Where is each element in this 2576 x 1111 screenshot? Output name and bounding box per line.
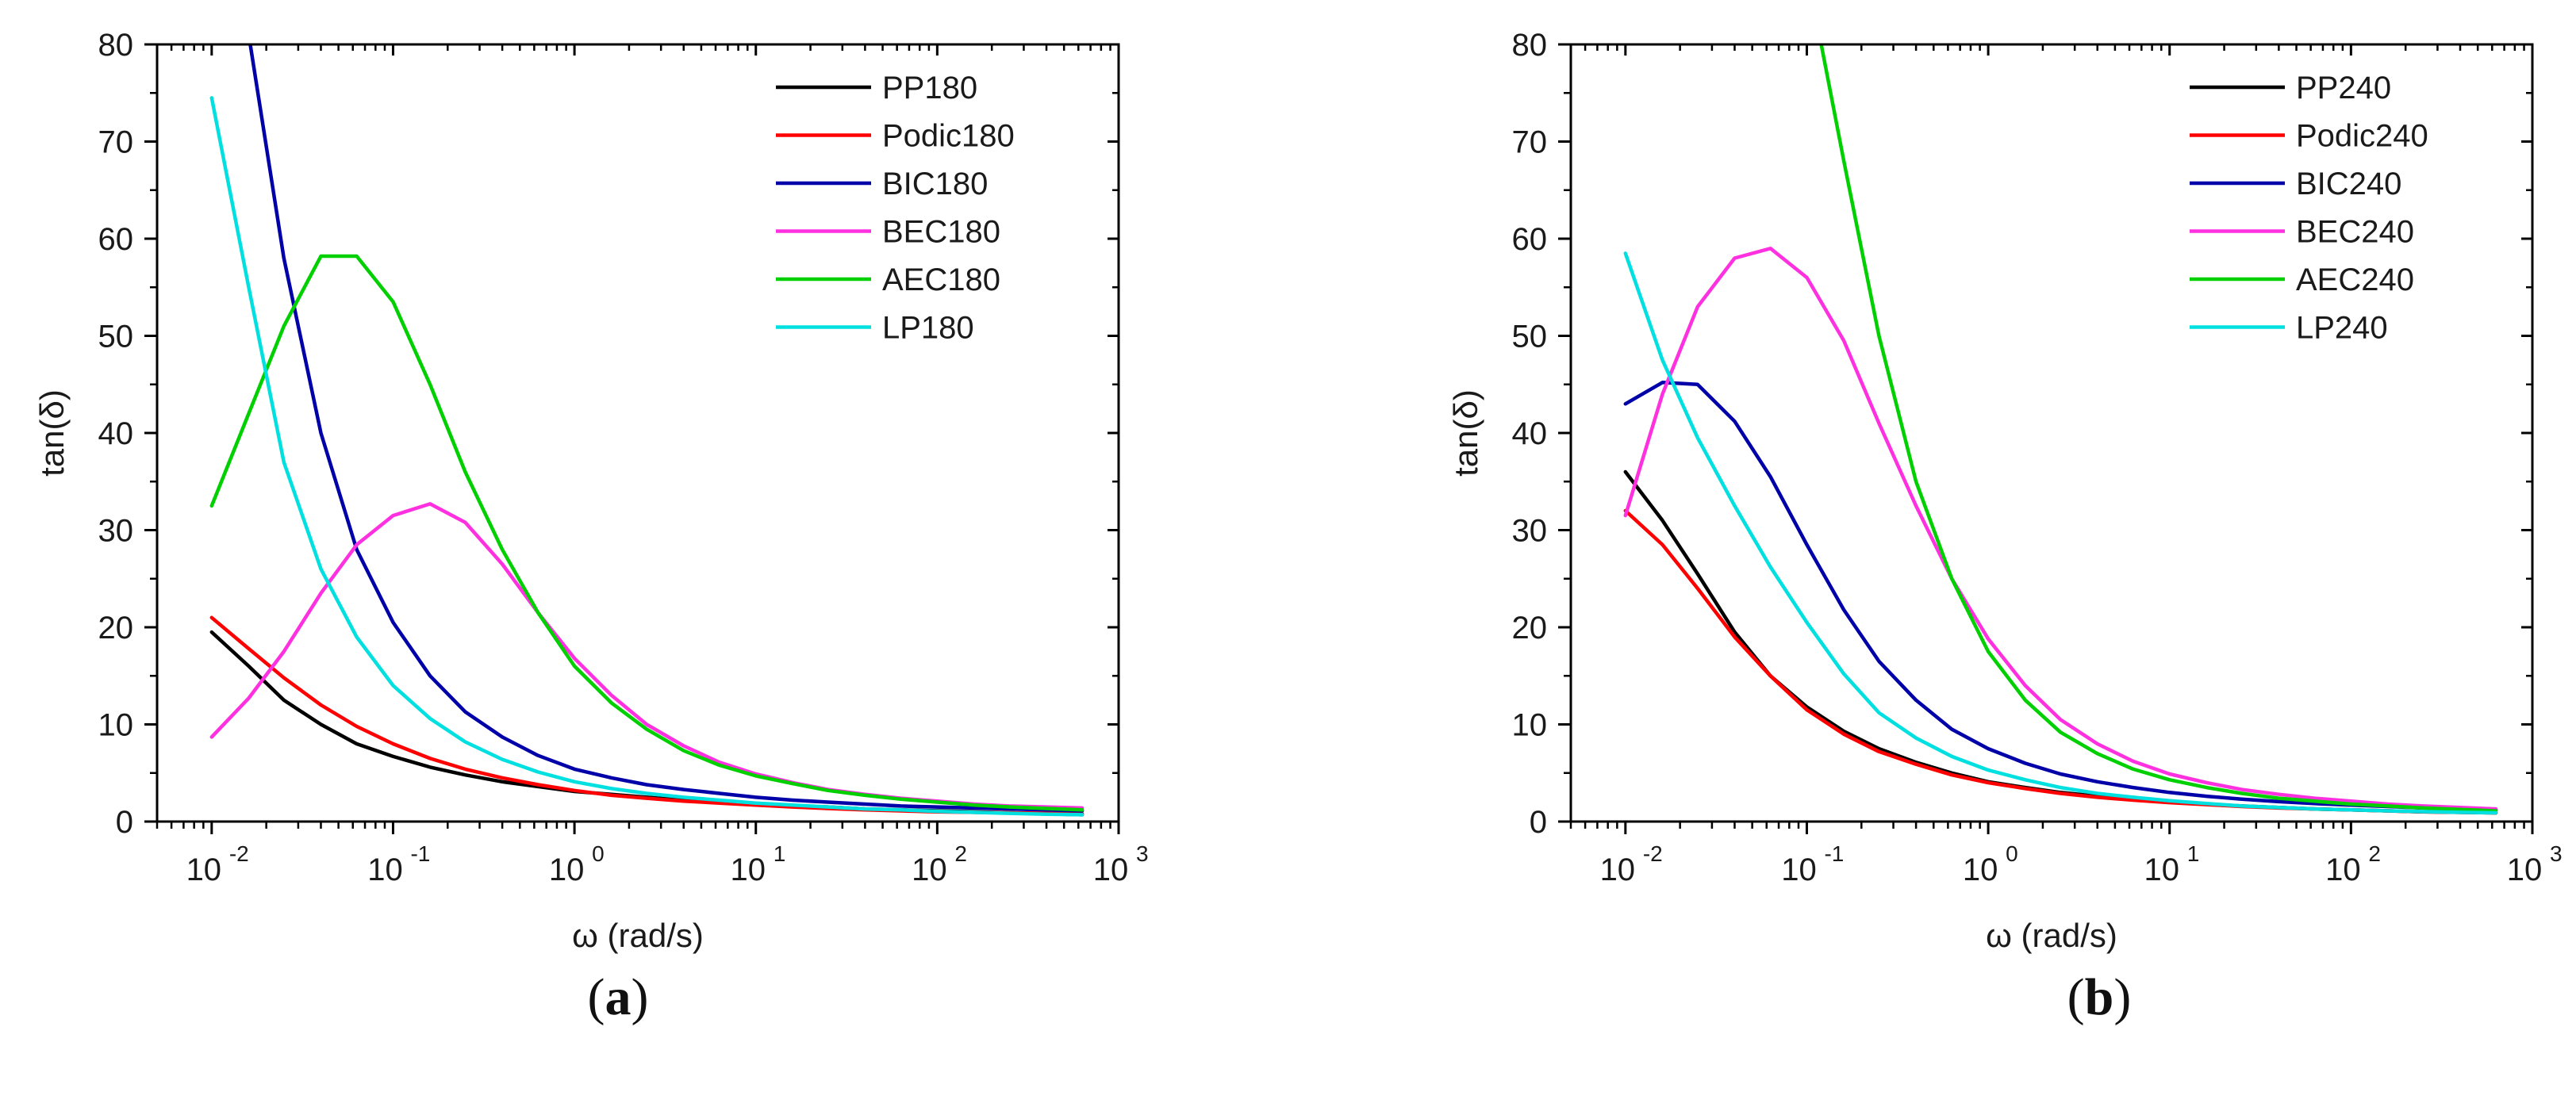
x-tick-exponent: 2 bbox=[954, 841, 967, 866]
x-tick-exponent: -1 bbox=[1824, 841, 1844, 866]
series-line-podic240 bbox=[1623, 508, 2498, 815]
y-tick-label: 40 bbox=[98, 416, 134, 451]
panel-caption-a: (a) bbox=[562, 967, 674, 1028]
y-axis-label: tan(δ) bbox=[33, 389, 71, 477]
series-group bbox=[1623, 44, 2498, 815]
plot-frame bbox=[155, 43, 1120, 823]
y-tick-label: 20 bbox=[1512, 611, 1548, 646]
legend-label-aec180: AEC180 bbox=[882, 262, 1000, 297]
plot-frame bbox=[1569, 43, 2534, 823]
x-tick-exponent: 3 bbox=[2550, 841, 2563, 866]
legend-label-pp180: PP180 bbox=[882, 71, 977, 105]
x-axis-label: ω (rad/s) bbox=[572, 917, 704, 954]
legend-label-bic240: BIC240 bbox=[2296, 167, 2401, 201]
series-line-aec180 bbox=[209, 254, 1085, 812]
series-line-aec240 bbox=[1819, 44, 2498, 813]
chart-panel-b: 0 10 20 30 40 50 60 70 80 10 -2 10 -1 10 0 10 1 10 2 10 3 ω (… bbox=[1447, 28, 2563, 954]
x-tick-label: 10 bbox=[730, 852, 766, 887]
y-tick-label: 50 bbox=[98, 320, 134, 354]
legend-label-bec180: BEC180 bbox=[882, 215, 1000, 250]
series-line-lp240 bbox=[1623, 251, 2498, 815]
series-line-bic180 bbox=[248, 44, 1085, 813]
legend-label-podic180: Podic180 bbox=[882, 119, 1015, 154]
caption-b-letter: b bbox=[2084, 968, 2114, 1026]
y-axis-label: tan(δ) bbox=[1447, 389, 1484, 477]
caption-a-open: ( bbox=[587, 968, 605, 1026]
x-axis-label: ω (rad/s) bbox=[1986, 917, 2117, 954]
x-tick-exponent: 0 bbox=[592, 841, 605, 866]
legend-label-bec240: BEC240 bbox=[2296, 215, 2414, 250]
y-tick-label: 80 bbox=[98, 28, 134, 63]
y-tick-label: 60 bbox=[98, 222, 134, 257]
x-tick-label: 10 bbox=[1781, 852, 1817, 887]
x-tick-label: 10 bbox=[2507, 852, 2543, 887]
chart-panel-a: 0 10 20 30 40 50 60 70 80 10 -2 10 -1 10 0 10 1 10 2 10 3 ω (… bbox=[33, 28, 1149, 954]
series-group bbox=[209, 44, 1085, 817]
caption-b-close: ) bbox=[2113, 968, 2132, 1026]
caption-a-letter: a bbox=[605, 968, 632, 1026]
x-tick-exponent: -2 bbox=[229, 841, 249, 866]
x-tick-label: 10 bbox=[367, 852, 403, 887]
y-tick-label: 10 bbox=[98, 708, 134, 743]
caption-a-close: ) bbox=[631, 968, 649, 1026]
y-tick-label: 10 bbox=[1512, 708, 1548, 743]
y-tick-label: 40 bbox=[1512, 416, 1548, 451]
x-tick-label: 10 bbox=[2144, 852, 2179, 887]
y-tick-label: 0 bbox=[1530, 805, 1547, 840]
y-tick-label: 30 bbox=[1512, 514, 1548, 549]
series-line-pp240 bbox=[1623, 469, 2498, 815]
series-line-bec240 bbox=[1623, 247, 2498, 811]
x-tick-label: 10 bbox=[2325, 852, 2361, 887]
y-tick-label: 50 bbox=[1512, 320, 1548, 354]
legend-label-podic240: Podic240 bbox=[2296, 119, 2428, 154]
legend-label-pp240: PP240 bbox=[2296, 71, 2391, 105]
y-tick-label: 70 bbox=[1512, 125, 1548, 160]
x-tick-exponent: 1 bbox=[2187, 841, 2200, 866]
legend-label-aec240: AEC240 bbox=[2296, 262, 2414, 297]
x-tick-label: 10 bbox=[1600, 852, 1636, 887]
legend-label-lp180: LP180 bbox=[882, 311, 974, 346]
x-tick-label: 10 bbox=[186, 852, 222, 887]
x-tick-exponent: -2 bbox=[1643, 841, 1663, 866]
legend: PP240 Podic240 BIC240 BEC240 AEC240 LP240 bbox=[2190, 71, 2428, 346]
y-tick-label: 20 bbox=[98, 611, 134, 646]
panel-caption-b: (b) bbox=[2044, 967, 2155, 1028]
legend-label-lp240: LP240 bbox=[2296, 311, 2388, 346]
y-tick-label: 60 bbox=[1512, 222, 1548, 257]
caption-b-open: ( bbox=[2067, 968, 2085, 1026]
x-tick-exponent: 1 bbox=[774, 841, 786, 866]
x-tick-label: 10 bbox=[1963, 852, 1998, 887]
y-tick-label: 70 bbox=[98, 125, 134, 160]
y-tick-label: 80 bbox=[1512, 28, 1548, 63]
legend: PP180 Podic180 BIC180 BEC180 AEC180 LP180 bbox=[776, 71, 1015, 346]
x-tick-exponent: -1 bbox=[410, 841, 430, 866]
series-line-lp180 bbox=[209, 96, 1085, 817]
series-line-bic240 bbox=[1623, 381, 2498, 812]
legend-label-bic180: BIC180 bbox=[882, 167, 988, 201]
y-tick-label: 30 bbox=[98, 514, 134, 549]
y-tick-label: 0 bbox=[116, 805, 133, 840]
x-tick-exponent: 2 bbox=[2368, 841, 2381, 866]
x-tick-label: 10 bbox=[912, 852, 947, 887]
x-tick-exponent: 3 bbox=[1136, 841, 1149, 866]
x-tick-exponent: 0 bbox=[2006, 841, 2018, 866]
x-tick-label: 10 bbox=[1093, 852, 1129, 887]
x-tick-label: 10 bbox=[549, 852, 585, 887]
series-line-bec180 bbox=[209, 502, 1085, 810]
